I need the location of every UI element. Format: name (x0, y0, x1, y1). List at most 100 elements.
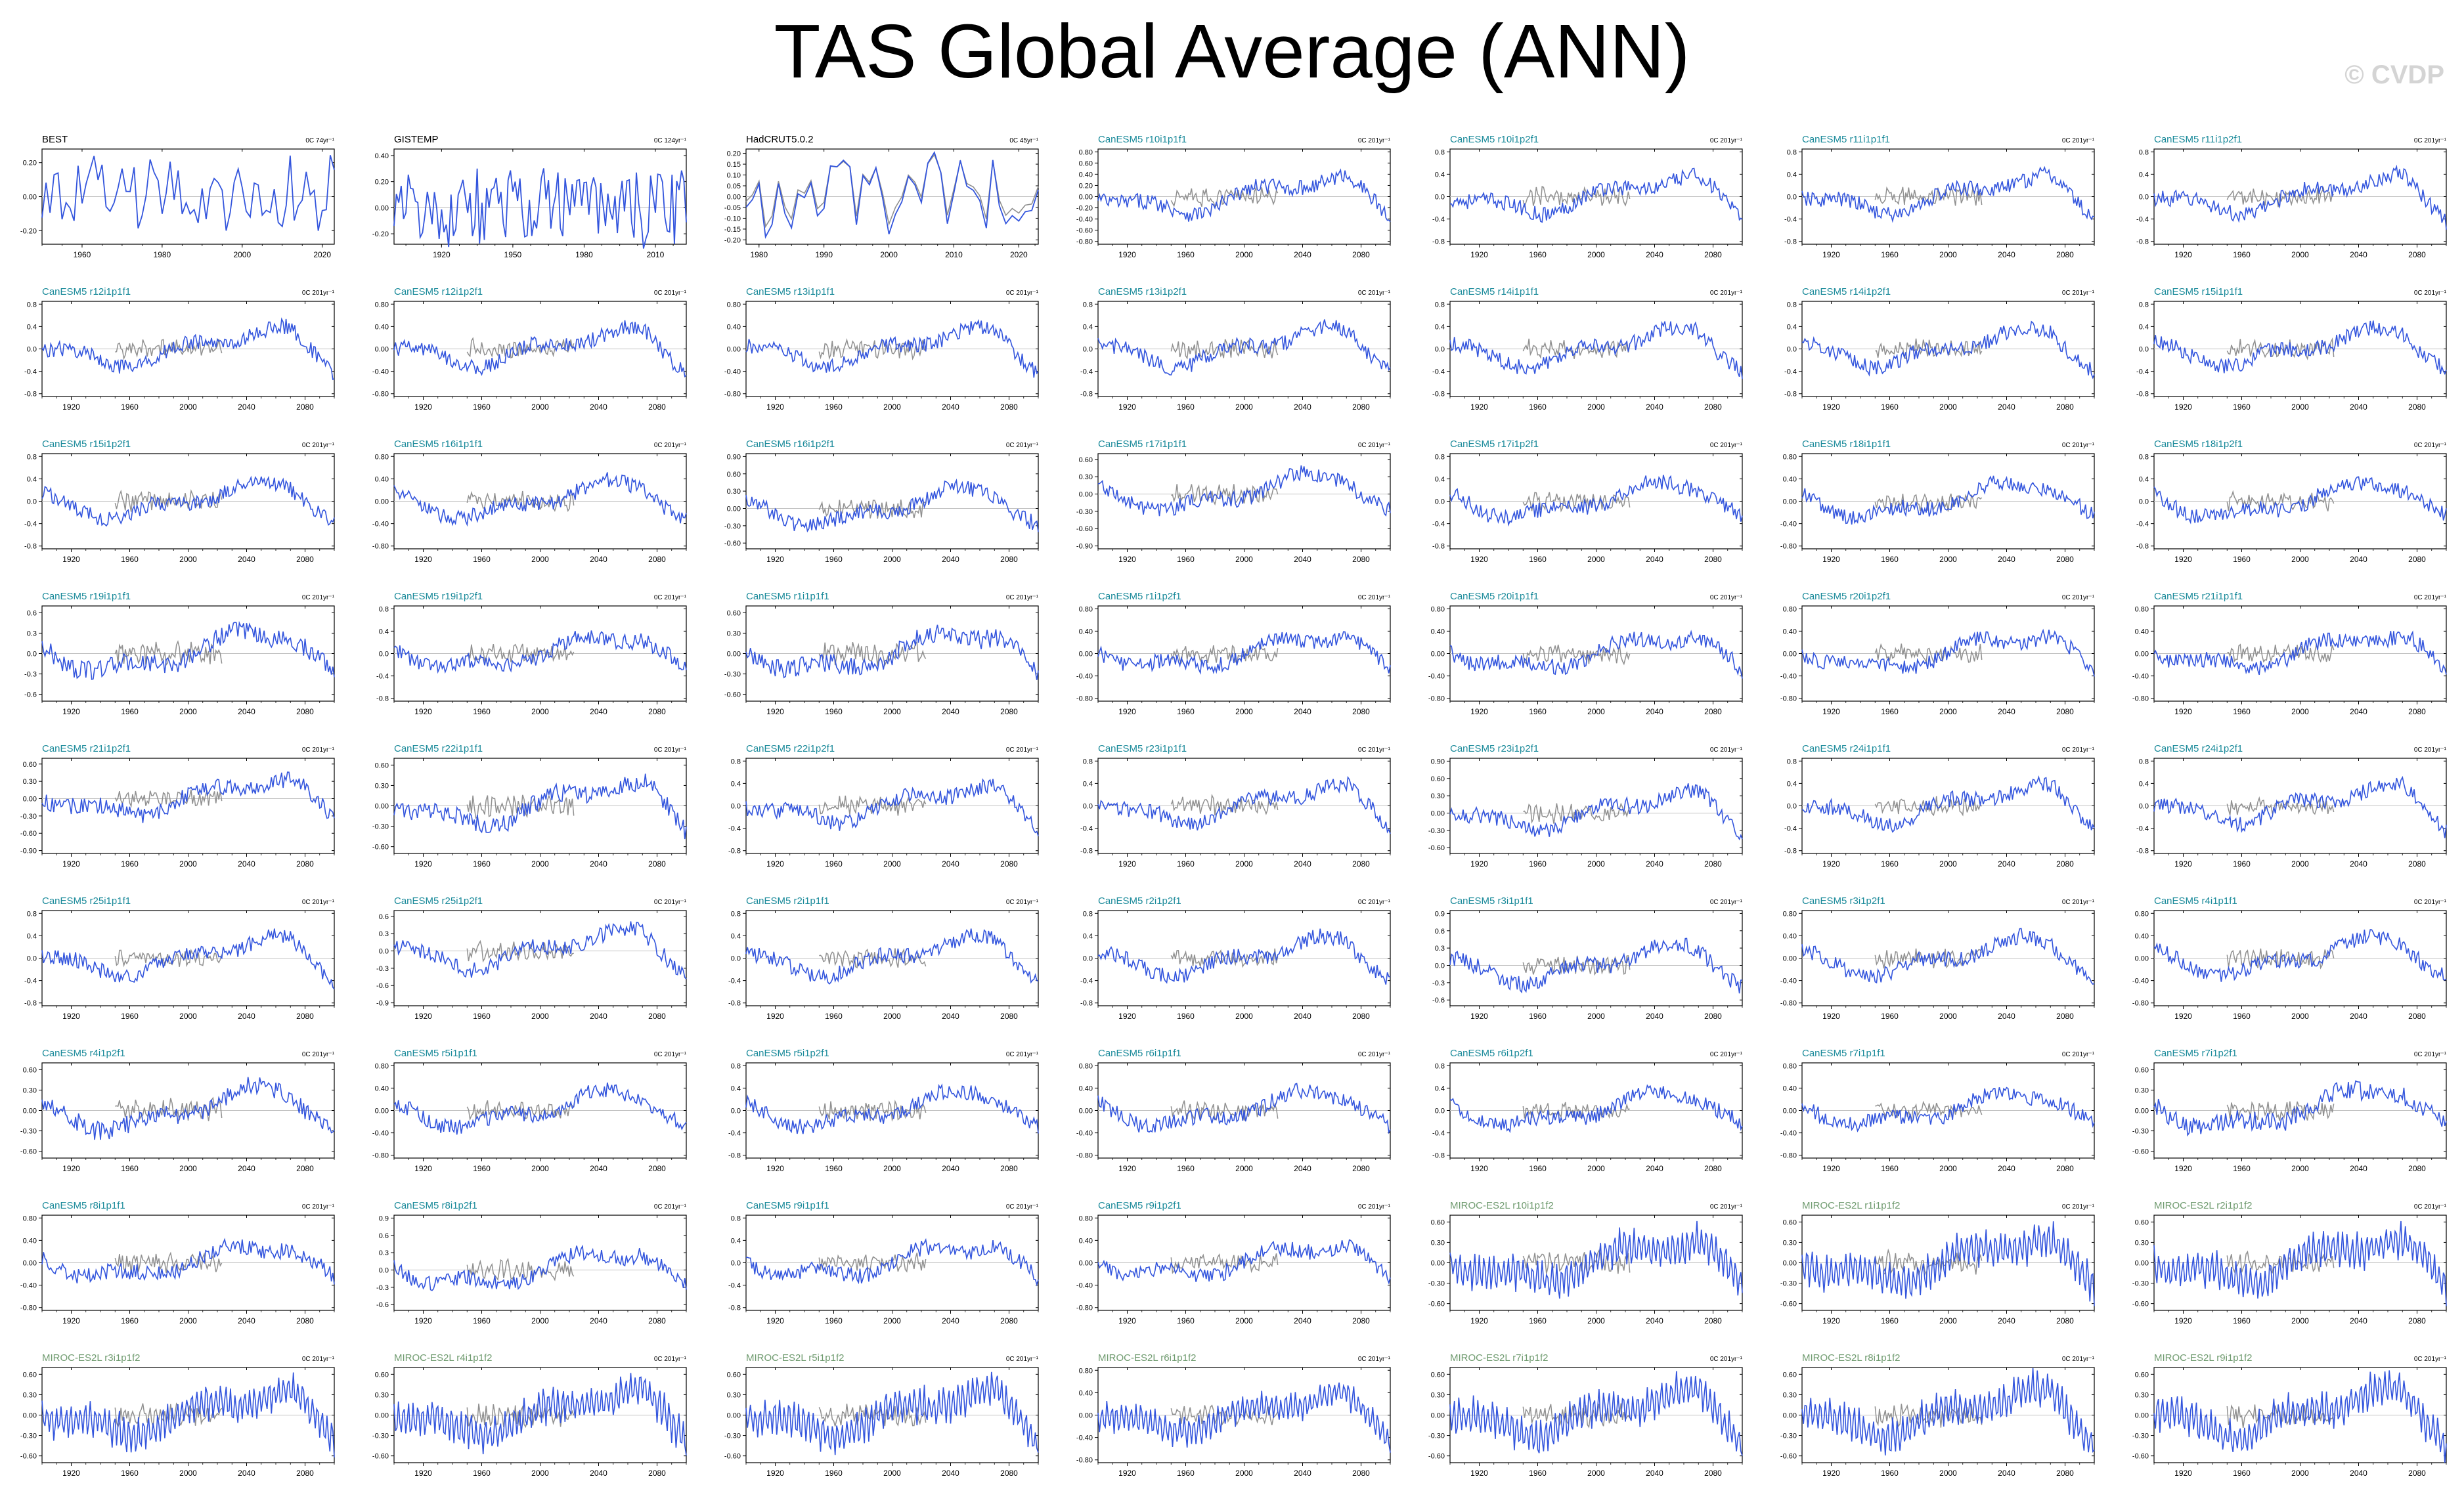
x-tick-label: 2040 (590, 1316, 607, 1325)
y-tick-label: 0.40 (1079, 1085, 1093, 1092)
y-tick-label: 0.8 (1435, 148, 1445, 156)
chart-panel: CanESM5 r1i1p1f1 0C 201yr⁻¹ -0.60 -0.30 0.00… (724, 591, 1039, 716)
x-tick-label: 2080 (2056, 402, 2074, 412)
chart-panel: CanESM5 r14i1p2f1 0C 201yr⁻¹ -0.8 -0.4 0.0 0.… (1784, 286, 2095, 412)
x-tick-label: 2000 (531, 859, 549, 869)
panel-trend-label: 0C 201yr⁻¹ (2062, 137, 2095, 144)
y-tick-label: -0.8 (1784, 391, 1797, 398)
y-tick-label: 0.00 (727, 194, 741, 202)
x-tick-label: 2000 (2291, 859, 2309, 869)
x-tick-label: 2040 (1998, 1012, 2015, 1021)
panel-title: CanESM5 r9i1p2f1 (1098, 1200, 1181, 1211)
obs-series-line (1522, 644, 1631, 666)
panel-title: CanESM5 r5i1p1f1 (394, 1048, 477, 1059)
chart-panel: CanESM5 r25i1p2f1 0C 201yr⁻¹ -0.9 -0.6 -0.3 0… (376, 895, 687, 1021)
y-tick-label: 0.40 (1783, 475, 1797, 483)
x-tick-label: 2040 (590, 1012, 607, 1021)
y-tick-label: 0.00 (1783, 1108, 1797, 1115)
y-tick-label: -0.60 (372, 1453, 389, 1461)
y-tick-label: 0.90 (1431, 758, 1445, 765)
panel-title: CanESM5 r12i1p1f1 (42, 286, 131, 297)
y-tick-label: 0.4 (27, 323, 37, 331)
x-tick-label: 2080 (2408, 250, 2426, 259)
chart-panel: CanESM5 r25i1p1f1 0C 201yr⁻¹ -0.8 -0.4 0.0 0.… (24, 895, 335, 1021)
x-tick-label: 2000 (1235, 250, 1253, 259)
x-tick-label: 2080 (2056, 1012, 2074, 1021)
x-tick-label: 1920 (1822, 555, 1840, 564)
y-tick-label: -0.30 (20, 1128, 37, 1136)
y-tick-label: -0.4 (1784, 368, 1797, 376)
x-tick-label: 2000 (1939, 859, 1957, 869)
panel-trend-label: 0C 201yr⁻¹ (1358, 1051, 1391, 1058)
plot-frame (393, 1215, 687, 1311)
model-series-line (1449, 167, 1743, 223)
model-series-line (393, 773, 687, 840)
x-tick-label: 1960 (1881, 707, 1899, 716)
x-tick-label: 2080 (296, 1316, 314, 1325)
x-tick-label: 1960 (121, 1164, 139, 1173)
panel-trend-label: 0C 201yr⁻¹ (302, 1203, 335, 1211)
x-tick-label: 2040 (942, 707, 959, 716)
panel-title: CanESM5 r6i1p2f1 (1450, 1048, 1533, 1059)
x-tick-label: 1960 (1177, 1012, 1195, 1021)
y-tick-label: 0.60 (1431, 1218, 1445, 1226)
panel-trend-label: 0C 201yr⁻¹ (1710, 1356, 1743, 1363)
x-tick-label: 1920 (1118, 707, 1136, 716)
y-tick-label: 0.60 (1431, 775, 1445, 783)
x-tick-label: 2080 (2056, 707, 2074, 716)
y-tick-label: -0.10 (724, 215, 741, 223)
x-tick-label: 1960 (825, 1469, 843, 1478)
y-tick-label: 0.30 (2135, 1391, 2149, 1399)
chart-panel: CanESM5 r14i1p1f1 0C 201yr⁻¹ -0.8 -0.4 0.0 0.… (1432, 286, 1743, 412)
y-tick-label: 0.00 (23, 796, 37, 804)
y-tick-label: -0.4 (24, 978, 37, 985)
y-tick-label: 0.30 (23, 1087, 37, 1094)
x-tick-label: 2080 (2056, 1316, 2074, 1325)
x-tick-label: 2040 (238, 1469, 255, 1478)
x-tick-label: 2080 (1704, 859, 1722, 869)
y-tick-label: 0.8 (731, 910, 741, 918)
x-tick-label: 1920 (2174, 555, 2192, 564)
panel-title: CanESM5 r25i1p1f1 (42, 895, 131, 907)
y-tick-label: -0.40 (20, 1282, 37, 1290)
y-tick-label: -0.60 (20, 1453, 37, 1461)
y-tick-label: 0.3 (27, 630, 37, 637)
x-tick-label: 1920 (766, 555, 784, 564)
model-series-line (1097, 1382, 1391, 1453)
panel-title: MIROC-ES2L r4i1p1f2 (394, 1352, 493, 1364)
panel-title: CanESM5 r20i1p1f1 (1450, 591, 1539, 602)
y-tick-label: 0.0 (379, 1266, 389, 1274)
obs-series-line (1874, 643, 1983, 664)
x-tick-label: 1920 (2174, 707, 2192, 716)
panel-trend-label: 0C 74yr⁻¹ (305, 137, 334, 144)
y-tick-label: 0.40 (1079, 1237, 1093, 1245)
y-tick-label: -0.60 (724, 691, 741, 699)
y-tick-label: 0.00 (2135, 1108, 2149, 1115)
x-tick-label: 2000 (1587, 1164, 1605, 1173)
panel-trend-label: 0C 201yr⁻¹ (1710, 442, 1743, 449)
x-tick-label: 2000 (179, 1469, 197, 1478)
y-tick-label: -0.30 (2132, 1432, 2149, 1440)
x-tick-label: 1960 (2233, 402, 2251, 412)
y-tick-label: 0.20 (23, 160, 37, 167)
y-tick-label: 0.6 (1435, 928, 1445, 936)
page-title: TAS Global Average (ANN) (774, 9, 1690, 94)
model-series-line (1449, 1084, 1743, 1134)
x-tick-label: 2000 (1235, 707, 1253, 716)
y-tick-label: -0.6 (1432, 997, 1445, 1004)
x-tick-label: 2000 (2291, 1012, 2309, 1021)
x-tick-label: 1920 (2174, 1012, 2192, 1021)
obs-series-line (41, 155, 335, 231)
y-tick-label: 0.30 (375, 1391, 389, 1399)
y-tick-label: 0.8 (731, 1062, 741, 1070)
y-tick-label: -0.30 (1428, 1432, 1445, 1440)
y-tick-label: 0.4 (1083, 323, 1093, 331)
panel-trend-label: 0C 201yr⁻¹ (302, 1356, 335, 1363)
chart-panel: HadCRUT5.0.2 0C 45yr⁻¹ -0.20 -0.15 -0.10 -0.0… (724, 134, 1039, 259)
model-series-line (1097, 631, 1391, 675)
x-tick-label: 1920 (62, 707, 80, 716)
x-tick-label: 1960 (473, 402, 491, 412)
obs-series-line (1875, 1100, 1983, 1122)
y-tick-label: 0.30 (23, 778, 37, 786)
x-tick-label: 1960 (1881, 1012, 1899, 1021)
